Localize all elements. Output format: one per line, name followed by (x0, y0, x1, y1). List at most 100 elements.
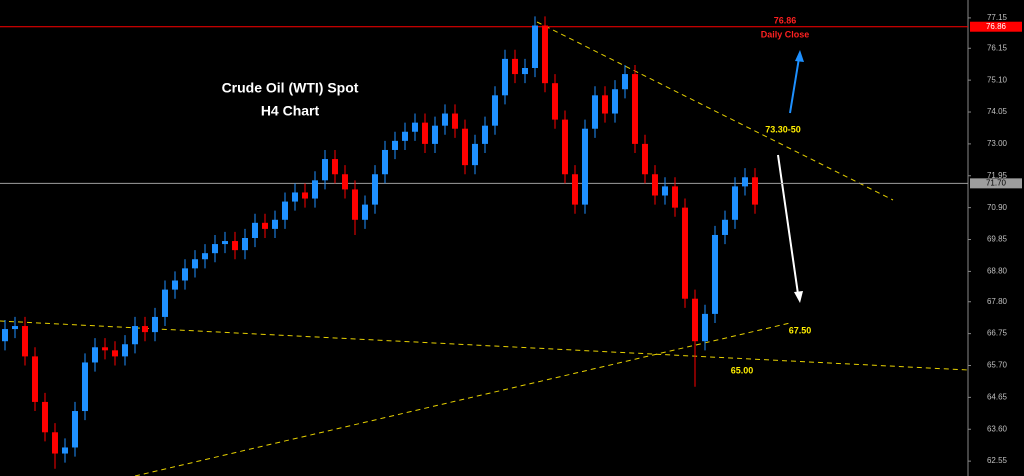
arrow-head (795, 50, 804, 62)
y-tick-label: 73.00 (987, 139, 1008, 148)
candle-body (282, 201, 288, 220)
candle-body (172, 280, 178, 290)
candle-body (612, 89, 618, 114)
candle-body (62, 447, 68, 454)
candle-body (202, 253, 208, 260)
y-tick-label: 65.70 (987, 361, 1008, 370)
candle-body (82, 362, 88, 412)
annotation: 67.50 (789, 325, 812, 335)
candle-body (602, 95, 608, 114)
price-box (970, 178, 1022, 189)
candle-body (512, 58, 518, 75)
y-tick-label: 71.95 (987, 171, 1008, 180)
candle-body (32, 356, 38, 402)
candle-body (102, 347, 108, 351)
candle-body (422, 122, 428, 144)
candle-body (702, 313, 708, 342)
candle-body (732, 186, 738, 220)
candle-body (272, 219, 278, 229)
price-box-label: 76.86 (986, 22, 1007, 31)
y-tick-label: 64.65 (987, 392, 1008, 401)
candle-body (262, 222, 268, 229)
candle-body (672, 186, 678, 208)
annotation: 76.86 (774, 15, 797, 25)
candle-body (142, 326, 148, 333)
candle-body (352, 189, 358, 220)
candle-body (742, 177, 748, 187)
candle-body (222, 241, 228, 245)
candle-body (22, 326, 28, 357)
candle-body (292, 192, 298, 202)
candle-body (382, 149, 388, 175)
candle-body (532, 25, 538, 68)
annotation: 73.30-50 (765, 124, 801, 134)
candle-body (752, 177, 758, 205)
trendline (134, 322, 791, 476)
candle-body (462, 128, 468, 166)
candle-body (472, 143, 478, 166)
candle-body (132, 326, 138, 345)
y-tick-label: 77.15 (987, 13, 1008, 22)
y-tick-label: 69.85 (987, 235, 1008, 244)
candle-body (712, 234, 718, 314)
candle-body (182, 268, 188, 281)
price-box-label: 71.70 (986, 178, 1007, 187)
candle-body (392, 140, 398, 150)
candle-body (572, 174, 578, 205)
candle-body (162, 289, 168, 317)
candle-body (12, 326, 18, 330)
candle-body (642, 143, 648, 175)
chart-subtitle: H4 Chart (261, 103, 320, 119)
annotation: 65.00 (731, 365, 754, 375)
candle-body (412, 122, 418, 132)
trendline (536, 21, 894, 201)
candle-body (342, 174, 348, 190)
candle-body (492, 95, 498, 126)
y-tick-label: 62.55 (987, 456, 1008, 465)
candle-body (302, 192, 308, 199)
trendlines (0, 21, 969, 476)
y-tick-label: 76.15 (987, 43, 1008, 52)
candle-body (242, 238, 248, 251)
y-tick-label: 66.75 (987, 329, 1008, 338)
arrow-head (794, 291, 803, 303)
candle-body (432, 125, 438, 144)
candle-body (482, 125, 488, 144)
candle-body (682, 207, 688, 299)
candle-body (652, 174, 658, 196)
price-box (970, 21, 1022, 32)
candle-body (372, 174, 378, 205)
candle-body (452, 113, 458, 129)
candle-body (562, 119, 568, 175)
candle-body (122, 344, 128, 357)
y-tick-label: 74.05 (987, 107, 1008, 116)
candle-body (52, 432, 58, 454)
candle-body (632, 74, 638, 144)
y-tick-label: 68.80 (987, 267, 1008, 276)
arrows (777, 50, 804, 303)
candle-body (552, 83, 558, 120)
candle-body (542, 25, 548, 84)
y-tick-label: 63.60 (987, 424, 1008, 433)
candle-body (252, 222, 258, 238)
candle-body (192, 259, 198, 269)
candle-body (662, 186, 668, 196)
chart-title: Crude Oil (WTI) Spot (222, 80, 359, 96)
candle-body (322, 159, 328, 181)
candle-body (692, 298, 698, 342)
candle-body (402, 131, 408, 141)
candle-body (502, 58, 508, 96)
candle-body (112, 350, 118, 357)
y-tick-label: 70.90 (987, 203, 1008, 212)
candle-body (232, 241, 238, 251)
candle-body (622, 74, 628, 90)
arrow (789, 57, 800, 114)
candle-body (442, 113, 448, 126)
candle-body (582, 128, 588, 205)
candle-body (72, 411, 78, 448)
arrow (777, 154, 799, 295)
candle-body (362, 204, 368, 220)
candle-body (312, 180, 318, 199)
